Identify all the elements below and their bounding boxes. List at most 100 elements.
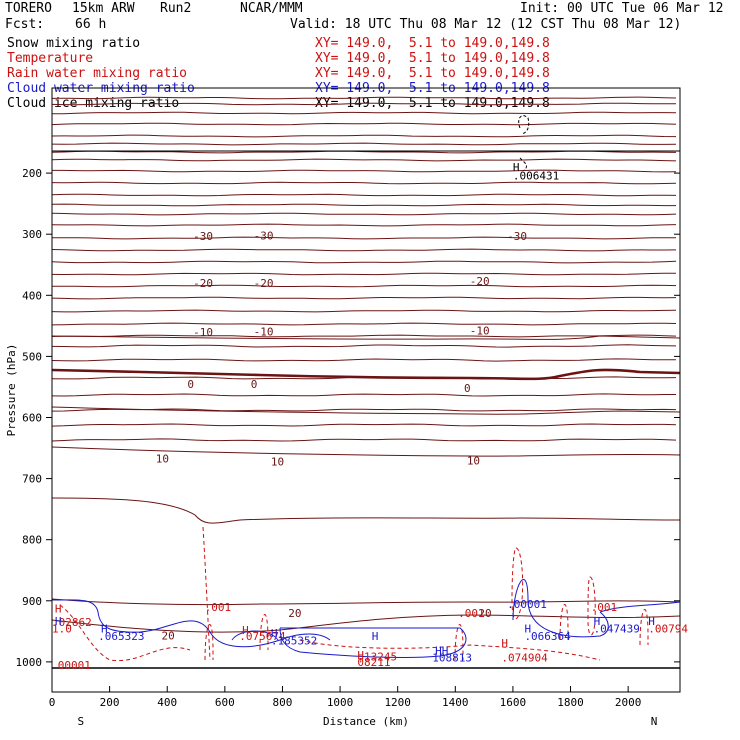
upper-contour-line bbox=[52, 322, 677, 326]
cloud-water-label: .00001 bbox=[507, 598, 547, 611]
isotherm-label: -30 bbox=[254, 229, 274, 242]
y-tick-label: 300 bbox=[22, 228, 42, 241]
upper-contour-line bbox=[52, 122, 677, 126]
rain-contour bbox=[511, 547, 524, 620]
cloud-water-label: HH bbox=[435, 644, 448, 657]
snow-contour bbox=[519, 157, 527, 171]
cloud-water-label: H bbox=[101, 622, 108, 635]
plot-frame bbox=[51, 87, 681, 693]
upper-contour-line bbox=[52, 284, 677, 288]
init-time: Init: 00 UTC Tue 06 Mar 12 bbox=[520, 1, 724, 16]
resolution-label: 15km ARW bbox=[72, 1, 135, 16]
model-name: TORERO bbox=[5, 1, 52, 16]
isotherm-contour bbox=[52, 446, 680, 457]
upper-contour-line bbox=[52, 212, 677, 216]
legend-rain-xy: XY= 149.0, 5.1 to 149.0,149.8 bbox=[315, 66, 550, 81]
upper-contour-line bbox=[52, 193, 677, 197]
x-tick-label: 200 bbox=[100, 696, 120, 709]
rain-label: .001 bbox=[591, 601, 618, 614]
isotherm-contour bbox=[52, 438, 677, 442]
isotherm-contour bbox=[52, 497, 680, 524]
rain-label: H bbox=[357, 649, 364, 662]
rain-contour bbox=[259, 614, 269, 651]
isotherm-label: 10 bbox=[271, 455, 284, 468]
upper-contour-line bbox=[52, 309, 677, 313]
x-tick-label: 2000 bbox=[615, 696, 642, 709]
x-tick-label: 1800 bbox=[557, 696, 584, 709]
x-axis-label: Distance (km) bbox=[323, 715, 409, 728]
cloud-water-label: .065323 bbox=[98, 630, 144, 643]
isotherm-label: 20 bbox=[161, 630, 174, 643]
cloud-water-label: H bbox=[55, 615, 62, 628]
isotherm-label: -20 bbox=[193, 277, 213, 290]
plot-area bbox=[52, 96, 680, 662]
y-tick-label: 600 bbox=[22, 411, 42, 424]
rain-contour bbox=[204, 624, 214, 661]
y-axis-label: Pressure (hPa) bbox=[5, 344, 18, 437]
x-end-label-north: N bbox=[651, 715, 658, 728]
upper-contour-line bbox=[52, 260, 677, 264]
isotherm-contour bbox=[52, 423, 677, 427]
upper-contour-line bbox=[52, 102, 677, 106]
rain-label: 08211 bbox=[357, 656, 390, 669]
y-tick-label: 500 bbox=[22, 350, 42, 363]
rain-contour bbox=[299, 639, 601, 661]
cloud-water-label: .047439 bbox=[594, 622, 640, 635]
rain-contour bbox=[559, 604, 569, 641]
isotherm-label: 10 bbox=[156, 452, 169, 465]
upper-contour-line bbox=[52, 158, 677, 162]
x-tick-label: 0 bbox=[49, 696, 56, 709]
forecast-hour: 66 h bbox=[75, 17, 107, 32]
legend-temperature-xy: XY= 149.0, 5.1 to 149.0,149.8 bbox=[315, 51, 550, 66]
isotherm-contour bbox=[52, 393, 676, 397]
cloud-water-label: .185352 bbox=[271, 635, 317, 648]
isotherm-label: -20 bbox=[254, 277, 274, 290]
x-tick-label: 1000 bbox=[327, 696, 354, 709]
snow-label: .006431 bbox=[513, 170, 559, 183]
forecast-label: Fcst: bbox=[5, 17, 45, 32]
isotherm-label: 0 bbox=[464, 382, 471, 395]
cloud-water-label: 108813 bbox=[432, 652, 472, 665]
x-tick-label: 1600 bbox=[500, 696, 527, 709]
x-tick-label: 1400 bbox=[442, 696, 469, 709]
rain-label: 1.0 bbox=[52, 622, 72, 635]
rain-label: .001 bbox=[205, 601, 232, 614]
upper-contour-line bbox=[52, 96, 677, 100]
legend-rain: Rain water mixing ratio bbox=[7, 66, 188, 81]
rain-label: H bbox=[55, 603, 62, 616]
rain-label: .00794 bbox=[648, 622, 688, 635]
isotherm-label: -10 bbox=[254, 325, 274, 338]
x-tick-label: 400 bbox=[157, 696, 177, 709]
cloud-water-label: H bbox=[271, 627, 278, 640]
isotherm-label: -30 bbox=[193, 230, 213, 243]
isotherm-contour bbox=[52, 614, 680, 633]
cloud-water-label: H bbox=[648, 615, 655, 628]
upper-contour-line bbox=[52, 169, 677, 173]
upper-contour-line bbox=[52, 296, 677, 300]
isotherm-label: -20 bbox=[470, 275, 490, 288]
x-end-label-south: S bbox=[77, 715, 84, 728]
rain-label: .074904 bbox=[501, 652, 548, 665]
upper-contour-line bbox=[52, 236, 676, 240]
upper-contour-line bbox=[52, 223, 677, 227]
rain-label: .13245 bbox=[357, 650, 397, 663]
cloud-water-label: H bbox=[524, 622, 531, 635]
rain-contour bbox=[59, 604, 191, 662]
isotherm-contour bbox=[52, 598, 680, 606]
isotherm-label: -10 bbox=[470, 325, 490, 338]
upper-contour-line bbox=[52, 334, 677, 338]
legend-snow-xy: XY= 149.0, 5.1 to 149.0,149.8 bbox=[315, 36, 550, 51]
upper-contour-line bbox=[52, 248, 677, 252]
rain-contour bbox=[639, 609, 649, 646]
x-tick-label: 800 bbox=[273, 696, 293, 709]
upper-contour-line bbox=[52, 134, 677, 138]
upper-contour-line bbox=[52, 203, 676, 207]
y-tick-label: 200 bbox=[22, 167, 42, 180]
rain-label: H bbox=[501, 637, 508, 650]
legend-temperature: Temperature bbox=[7, 51, 94, 66]
run-label: Run2 bbox=[160, 1, 192, 16]
legend-snow: Snow mixing ratio bbox=[7, 36, 141, 51]
cloud-water-contour bbox=[231, 630, 279, 641]
upper-contour-line bbox=[52, 142, 677, 146]
